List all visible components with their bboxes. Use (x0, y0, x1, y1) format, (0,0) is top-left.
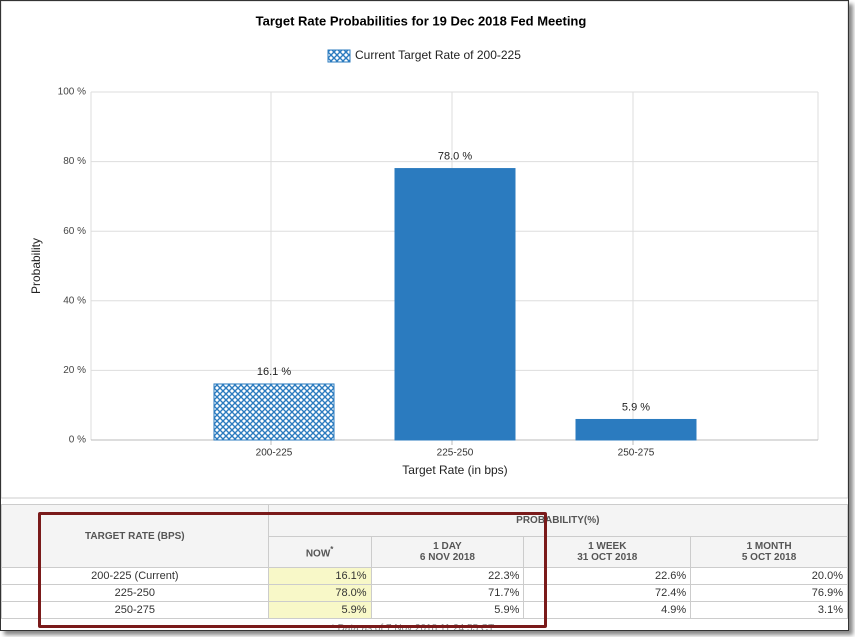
column-label: 1 WEEK (588, 541, 627, 552)
column-label: 1 MONTH (746, 541, 792, 552)
y-tick-label: 40 % (63, 295, 86, 306)
data-label: 78.0 % (438, 150, 472, 162)
table-cell: 76.9% (690, 584, 848, 602)
group-header: PROBABILITY(%) (267, 504, 848, 537)
table-row: 200-225 (Current) 16.1% 22.3% 22.6% 20.0% (1, 567, 848, 585)
table-row: 225-250 78.0% 71.7% 72.4% 76.9% (1, 584, 848, 602)
column-note: * (330, 544, 334, 554)
column-header: 1 MONTH 5 OCT 2018 (690, 536, 848, 568)
legend-swatch (327, 49, 351, 63)
table-cell: 22.3% (370, 567, 525, 585)
y-tick-label: 0 % (69, 435, 86, 446)
data-label: 16.1 % (257, 366, 291, 378)
bar (213, 383, 335, 441)
table-cell: 16.1% (267, 567, 372, 585)
y-axis-label: Probability (29, 238, 43, 294)
table-cell: 22.6% (523, 567, 692, 585)
legend-label: Current Target Rate of 200-225 (355, 48, 521, 62)
x-axis-label: Target Rate (in bps) (402, 463, 507, 477)
x-tick-label: 250-275 (618, 448, 655, 459)
column-header: 1 DAY 6 NOV 2018 (370, 536, 525, 568)
y-tick-label: 60 % (63, 226, 86, 237)
column-label: NOW (305, 548, 331, 560)
bar (394, 168, 516, 441)
table-cell: 5.9% (267, 601, 372, 619)
column-date: 6 NOV 2018 (419, 552, 475, 563)
bar (575, 418, 697, 441)
table-cell: 3.1% (690, 601, 848, 619)
y-tick-label: 20 % (63, 365, 86, 376)
data-label: 5.9 % (622, 401, 650, 413)
column-label: 1 DAY (433, 541, 462, 552)
column-date: 31 OCT 2018 (577, 552, 638, 563)
table-cell: 72.4% (523, 584, 692, 602)
x-tick-label: 225-250 (437, 448, 474, 459)
table-row: 250-275 5.9% 5.9% 4.9% 3.1% (1, 601, 848, 619)
table-cell: 250-275 (1, 601, 269, 619)
column-header: NOW* (267, 536, 372, 568)
y-tick-label: 100 % (58, 87, 86, 98)
column-header: 1 WEEK 31 OCT 2018 (523, 536, 692, 568)
table-cell: 20.0% (690, 567, 848, 585)
chart: Target Rate Probabilities for 19 Dec 201… (1, 1, 848, 499)
y-tick-label: 80 % (63, 156, 86, 167)
column-date: 5 OCT 2018 (741, 552, 797, 563)
x-tick-label: 200-225 (256, 448, 293, 459)
table-cell: 5.9% (370, 601, 525, 619)
highlight-box (38, 512, 547, 628)
chart-title: Target Rate Probabilities for 19 Dec 201… (256, 13, 587, 28)
table-cell: 4.9% (523, 601, 692, 619)
